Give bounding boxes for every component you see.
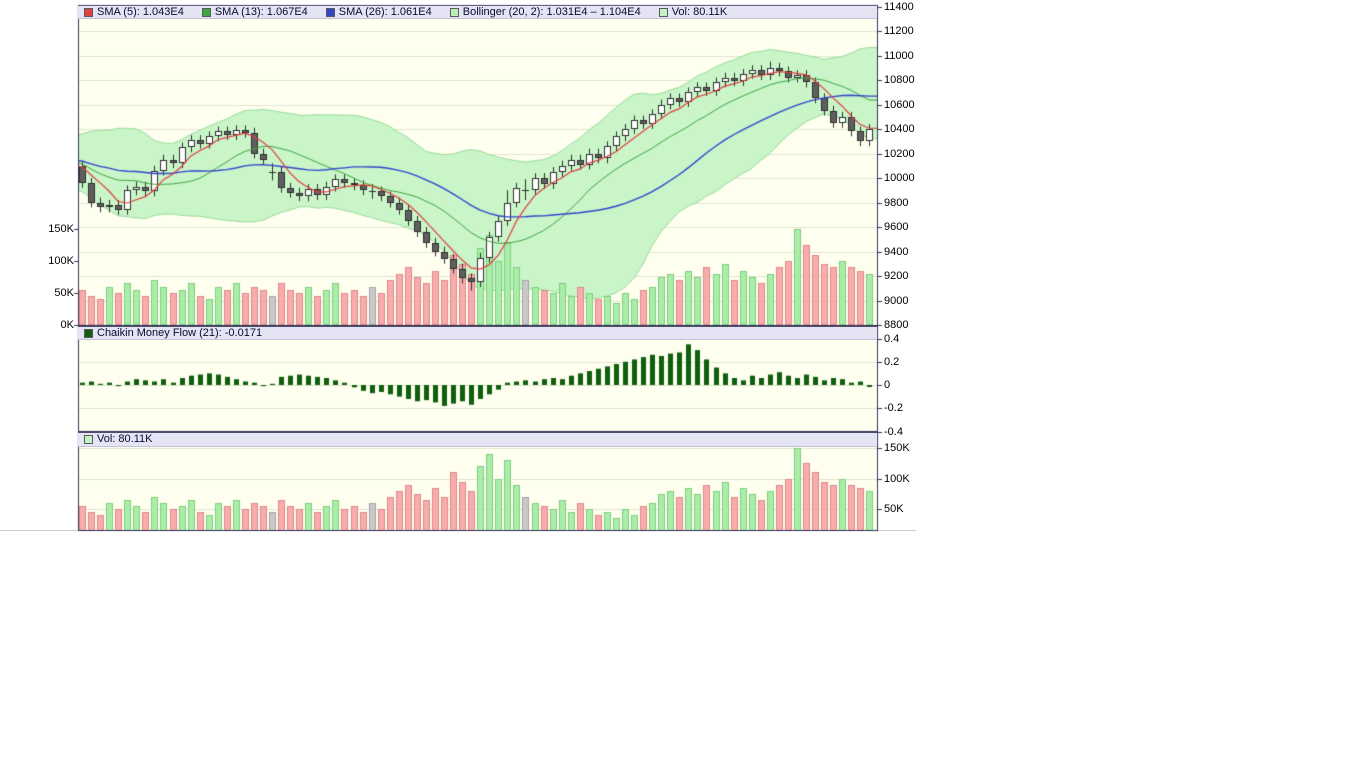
legend-label-sma13: SMA (13): 1.067E4 [214, 6, 308, 18]
volume-panel-header: Vol: 80.11K [78, 433, 877, 447]
bollinger-swatch-icon [449, 7, 459, 17]
legend-item-sma13: SMA (13): 1.067E4 [201, 6, 308, 18]
legend-item-sma5: SMA (5): 1.043E4 [84, 6, 184, 18]
legend-label-bollinger: Bollinger (20, 2): 1.031E4 – 1.104E4 [462, 6, 641, 18]
sma26-swatch-icon [325, 7, 335, 17]
cmf-swatch-icon [84, 328, 93, 338]
legend-item-sma26: SMA (26): 1.061E4 [325, 6, 432, 18]
cmf-panel-header: Chaikin Money Flow (21): -0.0171 [78, 327, 877, 340]
stock-chart-canvas[interactable] [0, 0, 915, 532]
legend-label-vol-panel: Vol: 80.11K [97, 433, 153, 445]
legend-item-vol-panel: Vol: 80.11K [84, 434, 152, 445]
legend-item-bollinger: Bollinger (20, 2): 1.031E4 – 1.104E4 [449, 6, 641, 18]
volume-swatch-icon [658, 7, 668, 17]
main-chart-legend-bar: SMA (5): 1.043E4 SMA (13): 1.067E4 SMA (… [78, 6, 877, 19]
sma5-swatch-icon [84, 7, 93, 17]
legend-item-cmf: Chaikin Money Flow (21): -0.0171 [84, 327, 263, 339]
legend-label-volume: Vol: 80.11K [671, 6, 728, 18]
vol-panel-swatch-icon [84, 435, 93, 444]
sma13-swatch-icon [201, 7, 211, 17]
legend-item-volume: Vol: 80.11K [658, 6, 728, 18]
legend-label-cmf: Chaikin Money Flow (21): -0.0171 [97, 327, 263, 339]
legend-label-sma5: SMA (5): 1.043E4 [97, 6, 184, 18]
legend-label-sma26: SMA (26): 1.061E4 [338, 6, 432, 18]
